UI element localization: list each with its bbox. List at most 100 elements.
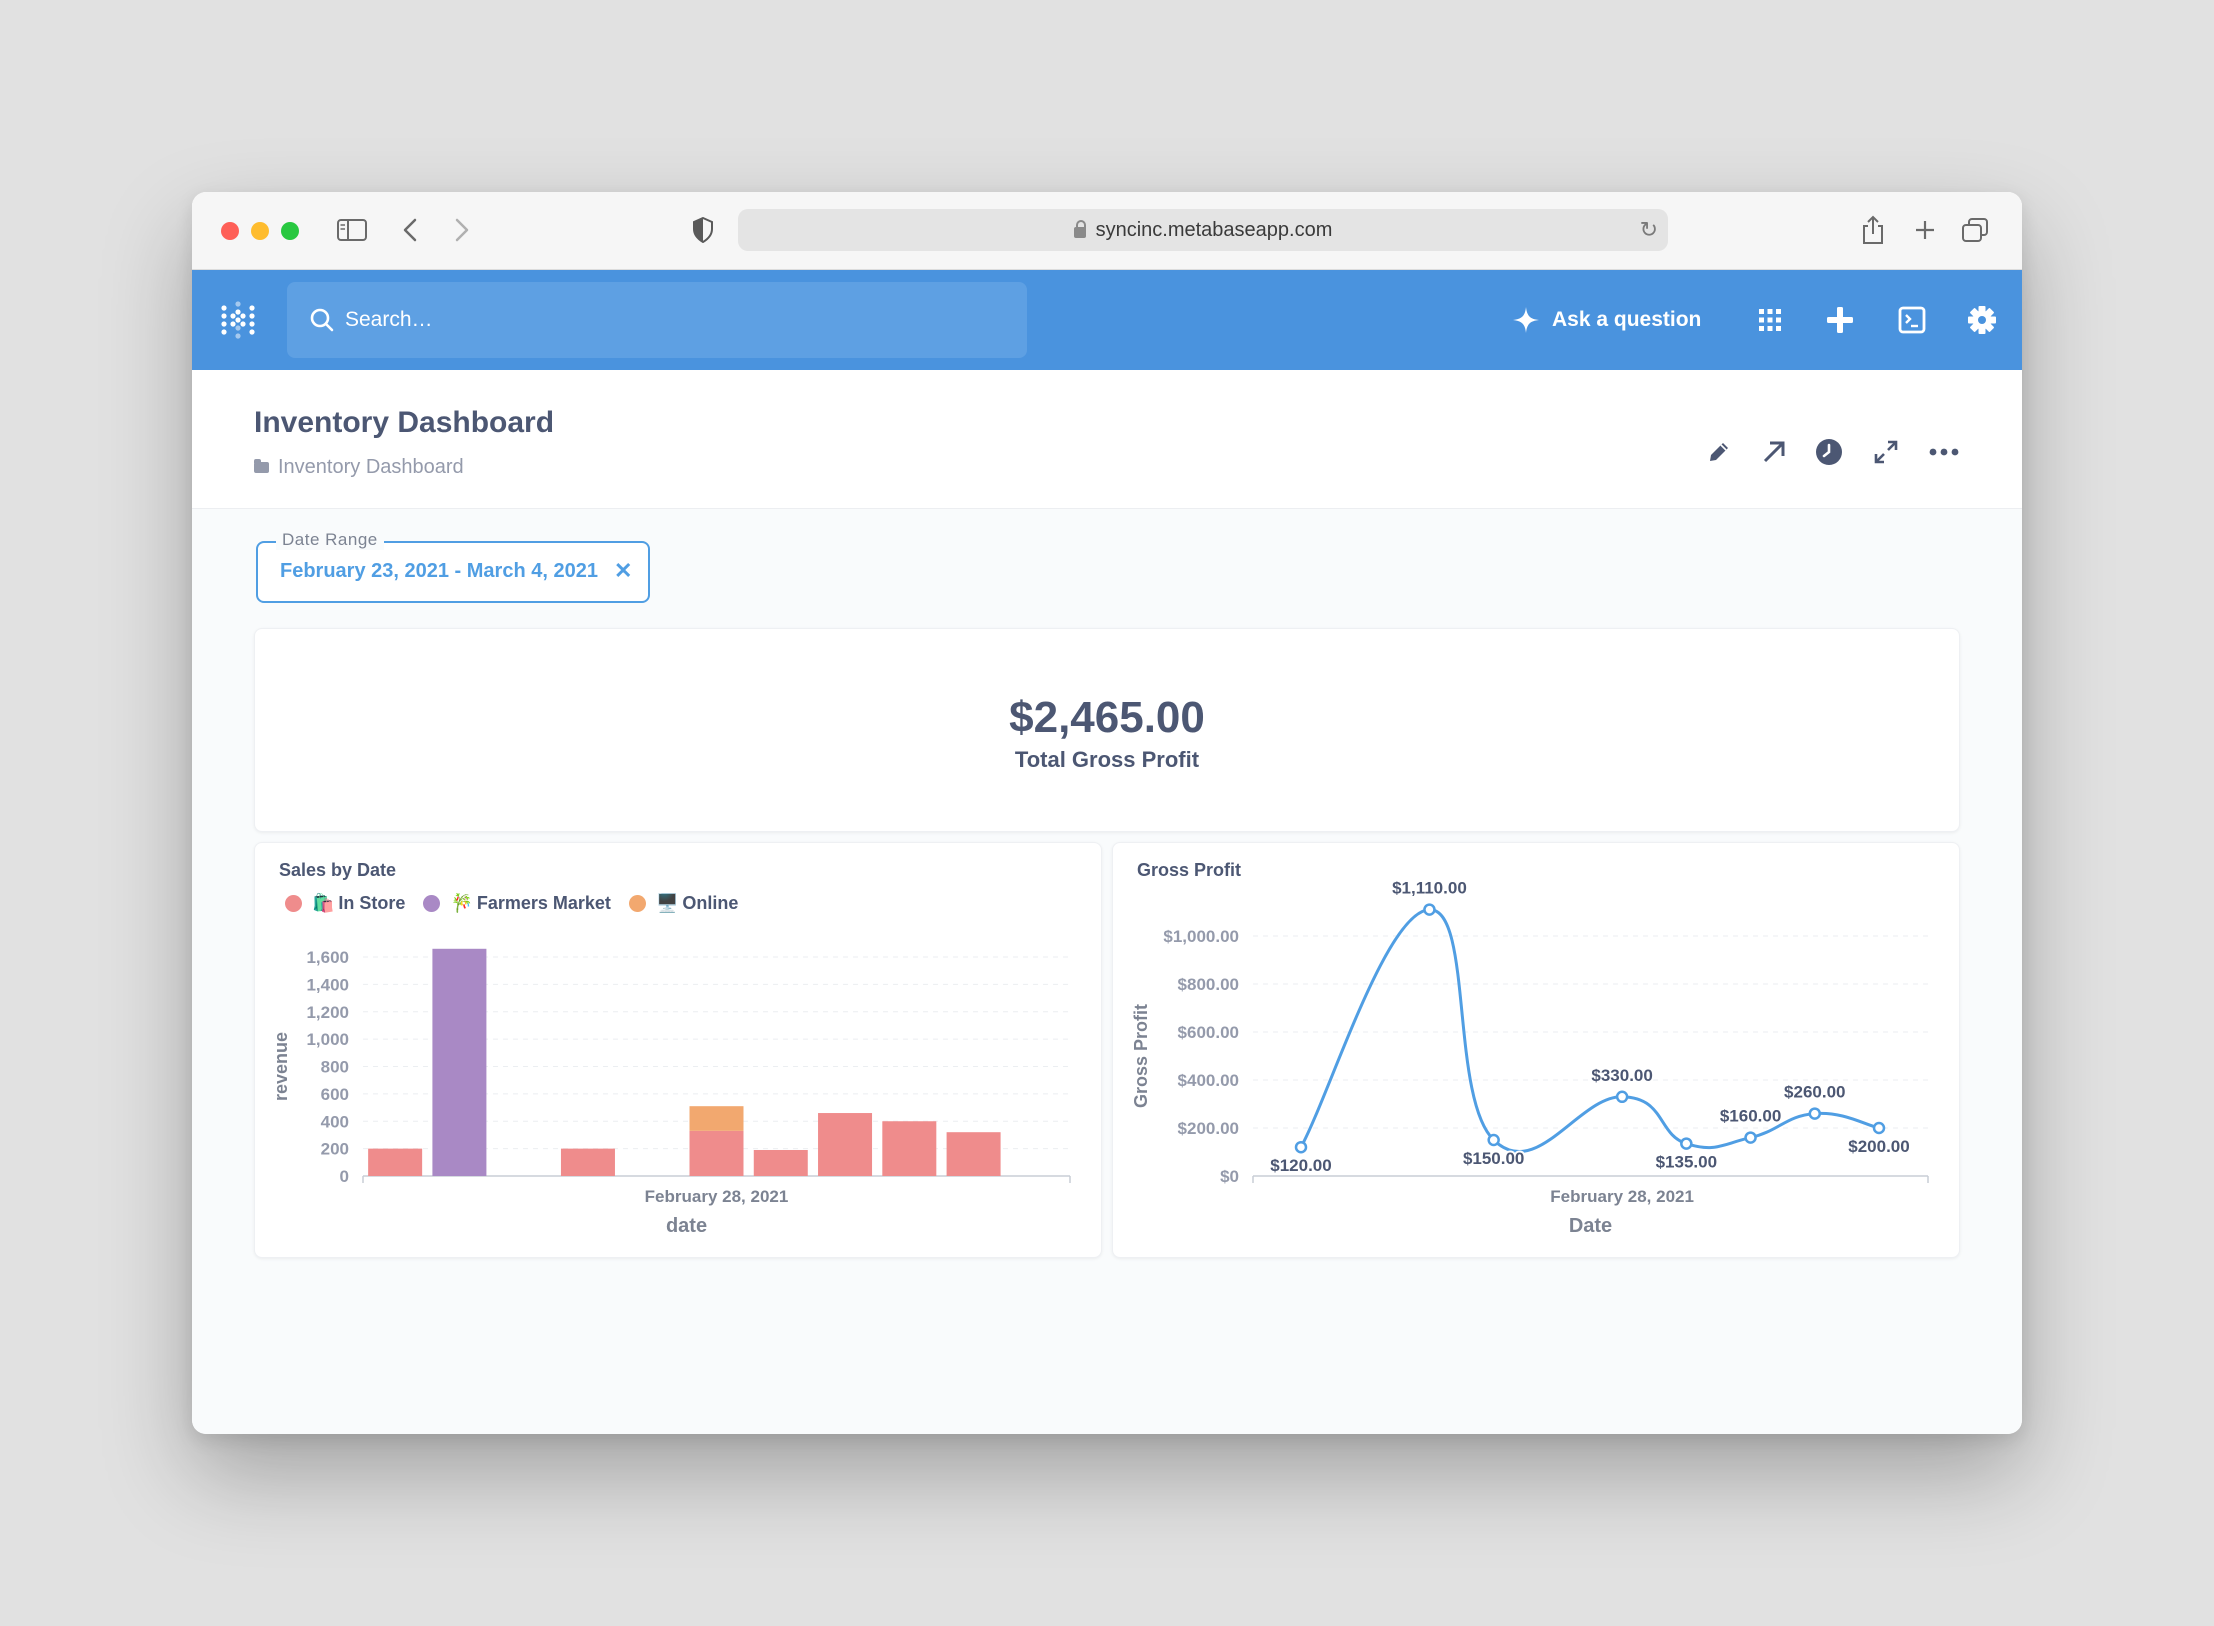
y-tick-label: 1,600	[306, 948, 349, 967]
y-tick-label: $0	[1220, 1167, 1239, 1186]
data-point	[1872, 1121, 1886, 1135]
lock-icon	[1073, 219, 1086, 238]
y-tick-label: $400.00	[1178, 1071, 1239, 1090]
new-tab-icon[interactable]	[1907, 212, 1943, 248]
metabase-logo-icon[interactable]	[218, 300, 258, 340]
chart-title: Gross Profit	[1137, 860, 1242, 880]
date-range-filter[interactable]: Date Range February 23, 2021 - March 4, …	[256, 530, 650, 603]
bar	[368, 1148, 423, 1176]
scalar-value: $2,465.00	[1009, 693, 1205, 742]
y-tick-label: 400	[321, 1112, 349, 1131]
dashboard-header: Inventory Dashboard Inventory Dashboard	[192, 370, 2022, 509]
y-tick-label: $200.00	[1178, 1119, 1239, 1138]
search-input[interactable]: Search…	[287, 282, 1027, 358]
forward-icon[interactable]	[444, 212, 480, 248]
url-text: syncinc.metabaseapp.com	[1095, 218, 1333, 241]
bar	[560, 1148, 615, 1176]
y-tick-label: 1,400	[306, 975, 349, 994]
ask-question-label: Ask a question	[1552, 308, 1702, 331]
tabs-icon[interactable]	[1957, 212, 1993, 248]
shopping-bags-icon: 🛍️	[312, 893, 335, 913]
data-label: $160.00	[1720, 1107, 1781, 1126]
x-tick-label: February 28, 2021	[645, 1187, 789, 1206]
breadcrumb[interactable]: Inventory Dashboard	[254, 456, 464, 479]
shield-icon[interactable]	[685, 212, 721, 248]
expand-icon[interactable]	[1866, 432, 1906, 472]
bar	[882, 1121, 937, 1176]
data-label: $135.00	[1656, 1153, 1717, 1172]
folder-icon	[254, 459, 269, 473]
sql-editor-button[interactable]	[1888, 296, 1936, 344]
x-tick-label: February 28, 2021	[1550, 1187, 1694, 1206]
data-point	[1808, 1107, 1822, 1120]
legend-label: Online	[682, 893, 739, 913]
arrow-up-right-icon[interactable]	[1754, 432, 1794, 472]
bar	[689, 1106, 744, 1131]
chart-title: Sales by Date	[279, 860, 397, 880]
data-label: $1,110.00	[1392, 879, 1467, 898]
chart-legend: 🛍️ In Store 🎋 Farmers Market 🖥️ Online	[285, 893, 756, 914]
bar	[946, 1132, 1001, 1176]
page-title: Inventory Dashboard	[254, 406, 555, 439]
series-line	[1299, 908, 1880, 1154]
data-point	[1615, 1090, 1629, 1104]
plus-icon	[1827, 307, 1853, 333]
dashboard-content: Date Range February 23, 2021 - March 4, …	[192, 509, 2022, 1434]
y-axis-label: Gross Profit	[1131, 1004, 1151, 1108]
gross-profit-card[interactable]: Gross Profit $0 $200.00 $400.00 $600.00 $800…	[1112, 842, 1960, 1258]
y-axis-label: revenue	[271, 1032, 291, 1101]
bamboo-icon: 🎋	[450, 893, 473, 913]
browser-window: syncinc.metabaseapp.com ↻ Search…	[192, 192, 2022, 1434]
y-tick-label: 0	[340, 1167, 349, 1186]
data-label: $120.00	[1270, 1156, 1331, 1175]
data-point	[1294, 1140, 1308, 1154]
data-point	[1487, 1133, 1500, 1147]
filter-label: Date Range	[276, 530, 384, 550]
zoom-window-button[interactable]	[281, 222, 299, 240]
clock-icon[interactable]	[1809, 432, 1849, 472]
minimize-window-button[interactable]	[251, 222, 269, 240]
legend-label: Farmers Market	[476, 893, 611, 913]
settings-button[interactable]	[1958, 296, 2006, 344]
sparkle-icon	[1513, 307, 1539, 333]
data-label: $260.00	[1784, 1083, 1845, 1102]
legend-swatch	[628, 895, 646, 912]
share-icon[interactable]	[1855, 212, 1891, 248]
legend-item-farmers-market[interactable]: 🎋 Farmers Market	[423, 893, 611, 914]
data-label: $200.00	[1848, 1137, 1909, 1156]
data-point	[1680, 1137, 1693, 1150]
create-new-button[interactable]	[1816, 296, 1864, 344]
grid-icon	[1759, 309, 1781, 331]
search-placeholder: Search…	[345, 308, 433, 331]
data-label: $150.00	[1463, 1149, 1524, 1168]
legend-swatch	[423, 895, 441, 912]
pencil-icon[interactable]	[1699, 432, 1739, 472]
back-icon[interactable]	[392, 212, 428, 248]
sales-by-date-card[interactable]: Sales by Date 🛍️ In Store 🎋 Farmers Mark…	[254, 842, 1102, 1258]
terminal-icon	[1898, 306, 1926, 334]
sidebar-icon[interactable]	[334, 212, 370, 248]
y-tick-label: $800.00	[1178, 975, 1239, 994]
browse-data-button[interactable]	[1746, 296, 1794, 344]
ask-question-button[interactable]: Ask a question	[1512, 296, 1701, 344]
y-tick-label: 1,200	[306, 1003, 349, 1022]
more-icon[interactable]	[1924, 432, 1964, 472]
legend-label: In Store	[338, 893, 406, 913]
breadcrumb-label: Inventory Dashboard	[278, 456, 464, 478]
legend-item-online[interactable]: 🖥️ Online	[628, 893, 739, 914]
legend-item-in-store[interactable]: 🛍️ In Store	[285, 893, 405, 914]
data-point	[1744, 1131, 1757, 1144]
close-window-button[interactable]	[221, 222, 239, 240]
y-tick-label: 200	[321, 1140, 349, 1159]
address-bar[interactable]: syncinc.metabaseapp.com ↻	[738, 209, 1668, 251]
legend-swatch	[285, 895, 302, 912]
bar	[689, 1130, 744, 1176]
browser-toolbar: syncinc.metabaseapp.com ↻	[192, 192, 2022, 270]
x-axis-label: Date	[1569, 1215, 1612, 1237]
clear-filter-icon[interactable]: ✕	[614, 558, 633, 583]
desktop-computer-icon: 🖥️	[655, 893, 679, 913]
y-tick-label: 1,000	[306, 1030, 349, 1049]
scalar-card[interactable]: $2,465.00 Total Gross Profit	[254, 628, 1960, 832]
app-navbar: Search… Ask a question	[192, 270, 2022, 370]
reload-icon[interactable]: ↻	[1639, 217, 1658, 242]
